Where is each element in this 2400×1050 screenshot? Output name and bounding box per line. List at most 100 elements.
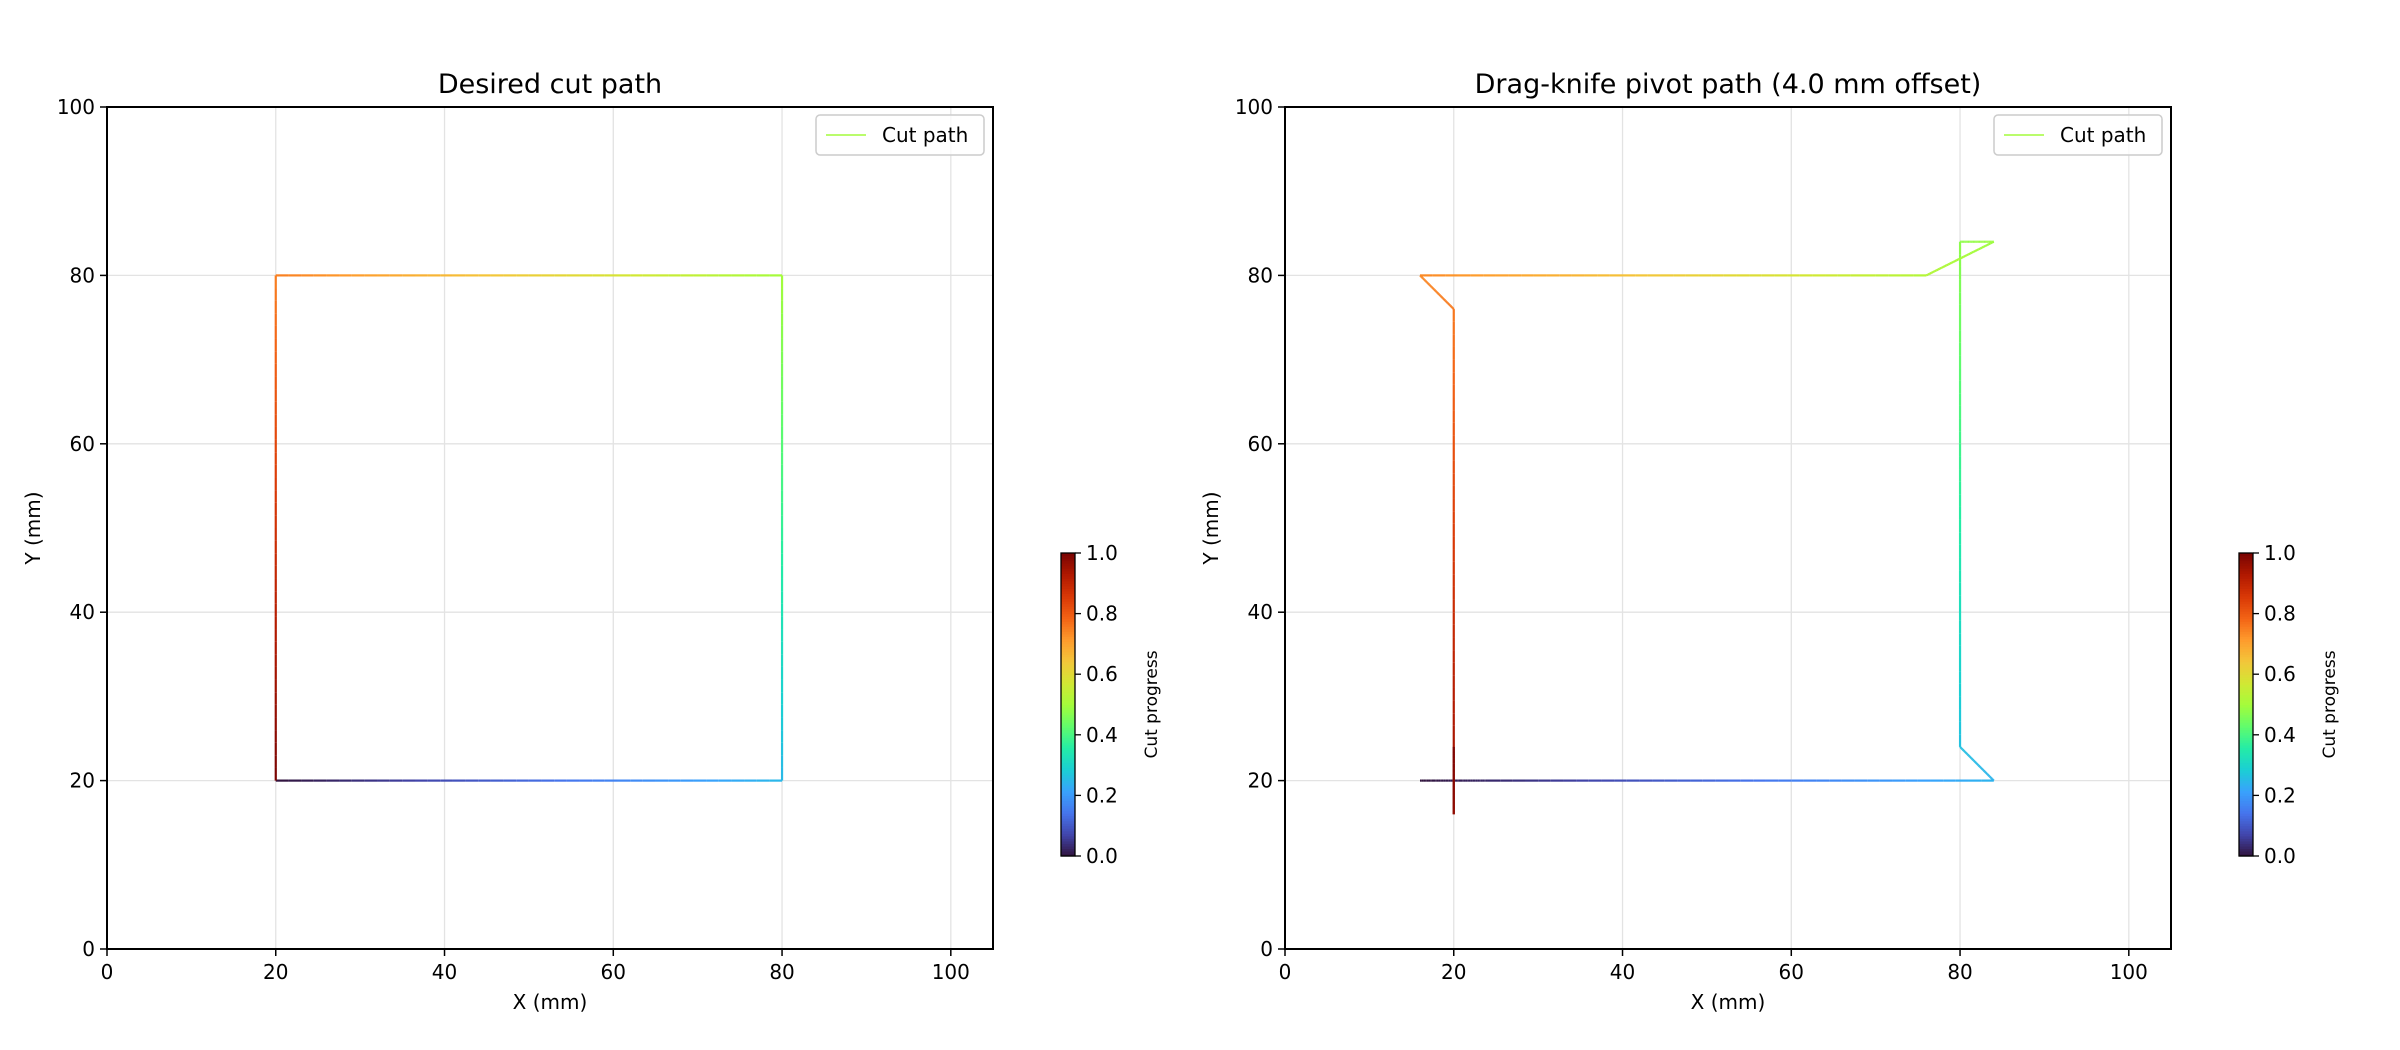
colorbar-band <box>2239 790 2253 794</box>
path-subsegment <box>1975 762 1978 765</box>
path-subsegment <box>1422 277 1426 281</box>
path-subsegment <box>1430 285 1433 288</box>
colorbar-band <box>2239 808 2253 812</box>
path-subsegment <box>1967 252 1971 256</box>
path-subsegment <box>1976 762 1979 766</box>
colorbar-band <box>2239 727 2253 731</box>
path-subsegment <box>1439 294 1442 298</box>
colorbar-band <box>2239 570 2253 574</box>
colorbar-band <box>1061 654 1075 658</box>
colorbar-band <box>2239 712 2253 716</box>
x-tick-label: 20 <box>1441 960 1466 984</box>
colorbar-band <box>1061 823 1075 827</box>
colorbar-band <box>1061 613 1075 617</box>
path-subsegment <box>1986 243 1990 247</box>
path-subsegment <box>1946 263 1949 267</box>
colorbar-band <box>1061 732 1075 736</box>
colorbar-band <box>2239 643 2253 648</box>
colorbar-band <box>1061 600 1075 605</box>
colorbar-band <box>2239 580 2253 584</box>
colorbar-band <box>1061 618 1075 622</box>
colorbar-band <box>1061 767 1075 771</box>
path-subsegment <box>1969 251 1973 255</box>
colorbar-band <box>1061 848 1075 852</box>
colorbar-label: Cut progress <box>2320 650 2340 758</box>
colorbar-band <box>2239 714 2253 718</box>
colorbar-band <box>2239 777 2253 781</box>
path-subsegment <box>1982 768 1985 772</box>
colorbar-band <box>2239 749 2253 754</box>
path-subsegment <box>1434 289 1437 293</box>
colorbar-band <box>2239 770 2253 774</box>
path-subsegment <box>1424 279 1427 283</box>
colorbar-band <box>1061 626 1075 630</box>
path-subsegment <box>1971 250 1975 254</box>
path-subsegment <box>1423 278 1426 282</box>
colorbar-band <box>2239 555 2253 559</box>
colorbar-band <box>2239 696 2253 701</box>
colorbar-band <box>1061 606 1075 610</box>
path-subsegment <box>1944 264 1948 268</box>
colorbar-band <box>2239 563 2253 567</box>
colorbar-band <box>1061 628 1075 632</box>
x-tick-label: 80 <box>1947 960 1972 984</box>
colorbar-band <box>1061 646 1075 650</box>
colorbar-band <box>2239 820 2253 824</box>
path-segment <box>1419 274 1455 310</box>
colorbar-band <box>2239 611 2253 615</box>
colorbar-frame <box>1060 552 1076 857</box>
path-subsegment <box>1966 752 1969 756</box>
colorbar-band <box>2239 656 2253 660</box>
colorbar-band <box>1061 558 1075 562</box>
colorbar-band <box>2239 828 2253 832</box>
path-subsegment <box>1979 766 1982 769</box>
colorbar-band <box>1061 792 1075 796</box>
colorbar-band <box>1061 734 1075 738</box>
colorbar-band <box>2239 631 2253 635</box>
colorbar-band <box>1061 765 1075 769</box>
colorbar-band <box>2239 785 2253 789</box>
colorbar-band <box>1061 790 1075 794</box>
colorbar-band <box>2239 760 2253 764</box>
colorbar-band <box>2239 638 2253 642</box>
chart-panel-1: Desired cut path 0 20 40 60 80 100 0 20 40 60 80 10… <box>21 69 1162 1014</box>
colorbar-band <box>2239 802 2253 807</box>
colorbar-band <box>1061 815 1075 819</box>
colorbar-band <box>1061 598 1075 602</box>
colorbar-band <box>1061 699 1075 703</box>
colorbar-band <box>1061 583 1075 587</box>
colorbar-band <box>1061 575 1075 579</box>
path-subsegment <box>1959 256 1963 260</box>
path-subsegment <box>1978 765 1982 768</box>
y-tick-label: 80 <box>1248 263 1273 287</box>
colorbar-band <box>1061 707 1075 711</box>
legend: Cut path <box>815 114 985 156</box>
colorbar-band <box>2239 825 2253 829</box>
path-subsegment <box>1447 302 1450 305</box>
path-subsegment <box>1965 752 1968 755</box>
y-tick-label: 0 <box>82 937 95 961</box>
colorbar-band <box>1061 704 1075 708</box>
colorbar-band <box>1061 810 1075 814</box>
colorbar-band <box>2239 585 2253 589</box>
colorbar-band <box>1061 835 1075 839</box>
colorbar-band <box>2239 780 2253 784</box>
path-subsegment <box>1973 760 1977 763</box>
colorbar-band <box>2239 661 2253 665</box>
path-subsegment <box>1441 296 1444 299</box>
colorbar-band <box>2239 845 2253 850</box>
colorbar-band <box>1061 553 1075 557</box>
colorbar-band <box>1061 749 1075 754</box>
colorbar-band <box>1061 722 1075 726</box>
colorbar-band <box>2239 623 2253 627</box>
path-subsegment <box>1981 245 1985 249</box>
legend-box <box>815 114 985 156</box>
colorbar-band <box>2239 674 2253 678</box>
colorbar-band <box>1061 633 1075 637</box>
colorbar-band <box>1061 785 1075 789</box>
path-subsegment <box>1984 771 1987 774</box>
colorbar-band <box>2239 553 2253 557</box>
path-subsegment <box>1927 272 1931 276</box>
path-subsegment <box>1425 281 1429 284</box>
